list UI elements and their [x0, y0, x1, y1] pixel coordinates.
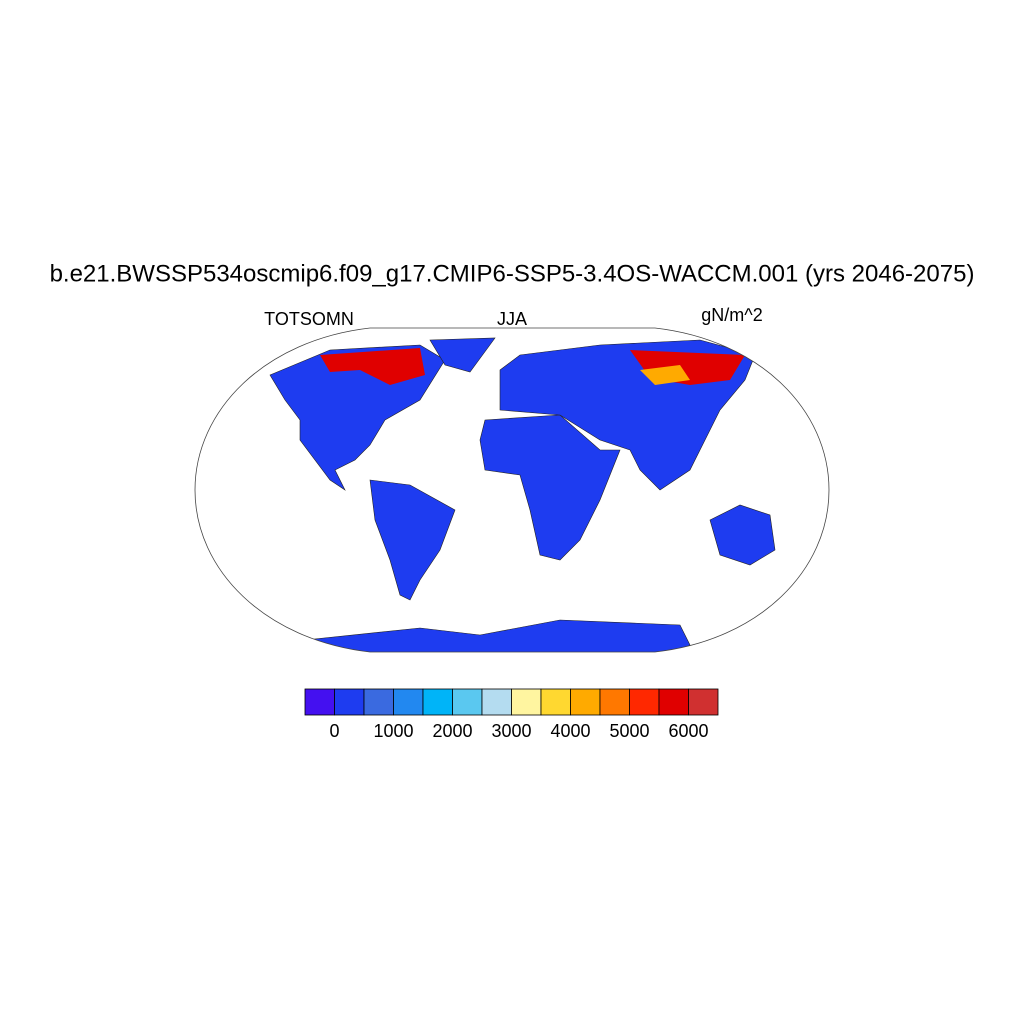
- colorbar: 0 1000 2000 3000 4000 5000 6000: [304, 688, 719, 741]
- colorbar-box: [629, 688, 660, 716]
- colorbar-box: [658, 688, 689, 716]
- left-label: TOTSOMN: [264, 309, 354, 329]
- title: b.e21.BWSSP534oscmip6.f09_g17.CMIP6-SSP5…: [50, 260, 975, 287]
- center-label: JJA: [497, 309, 527, 329]
- colorbar-tick-label: 6000: [668, 721, 708, 741]
- greenland: [429, 337, 496, 373]
- antarctica: [299, 619, 691, 652]
- map: [269, 337, 776, 652]
- mid-value-patch: [640, 365, 690, 385]
- high-value-patch: [320, 348, 425, 385]
- colorbar-tick-label: 5000: [609, 721, 649, 741]
- colorbar-tick-label: 1000: [373, 721, 413, 741]
- colorbar-tick-label: 0: [329, 721, 339, 741]
- colorbar-box: [393, 688, 424, 716]
- colorbar-box: [334, 688, 365, 716]
- colorbar-box: [688, 688, 719, 716]
- map-outline: [194, 327, 830, 653]
- colorbar-box: [304, 688, 335, 716]
- colorbar-tick-label: 3000: [491, 721, 531, 741]
- colorbar-box: [422, 688, 453, 716]
- colorbar-box: [452, 688, 483, 716]
- right-label: gN/m^2: [701, 305, 762, 325]
- colorbar-box: [363, 688, 394, 716]
- colorbar-box: [540, 688, 571, 716]
- colorbar-box: [511, 688, 542, 716]
- south-america: [369, 479, 456, 601]
- colorbar-box: [570, 688, 601, 716]
- colorbar-tick-label: 2000: [432, 721, 472, 741]
- colorbar-box: [599, 688, 630, 716]
- colorbar-box: [481, 688, 512, 716]
- africa: [479, 414, 621, 561]
- australia: [709, 504, 776, 566]
- colorbar-tick-label: 4000: [550, 721, 590, 741]
